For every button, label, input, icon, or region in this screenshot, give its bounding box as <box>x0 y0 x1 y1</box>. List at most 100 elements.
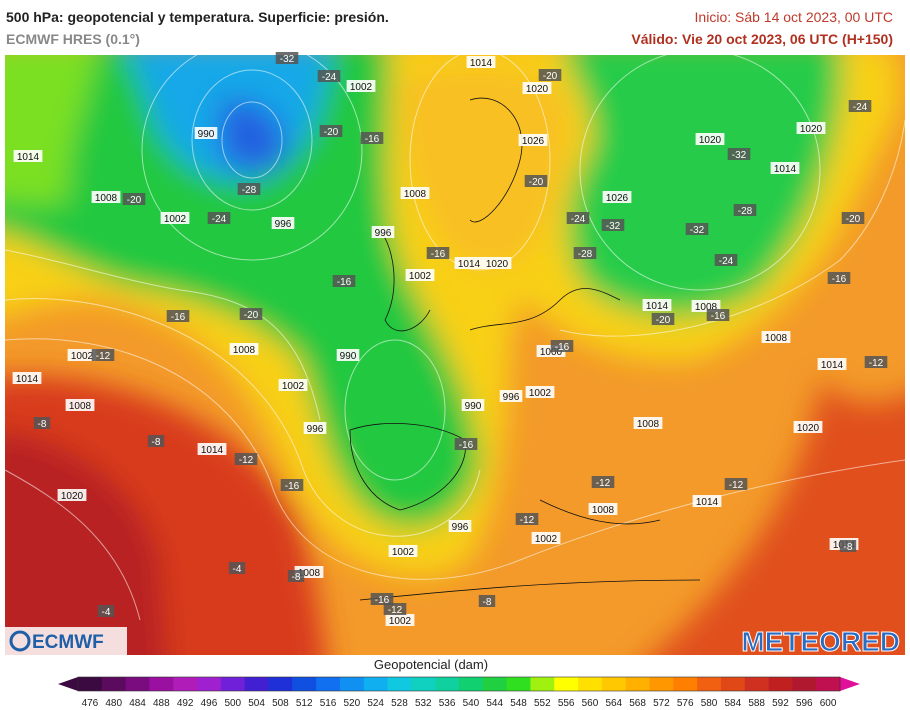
pressure-label-text: 1002 <box>409 271 432 282</box>
colorbar-label: 580 <box>701 698 718 709</box>
temperature-label: -8 <box>33 417 51 430</box>
temperature-label: -16 <box>454 438 478 451</box>
pressure-label: 1014 <box>692 495 722 508</box>
temperature-label-box <box>275 52 299 64</box>
temperature-label-box <box>827 272 851 284</box>
colorbar-label: 568 <box>629 698 646 709</box>
pressure-label-box <box>336 349 360 361</box>
colorbar-end-right <box>840 677 860 691</box>
colorbar-label: 544 <box>486 698 503 709</box>
temperature-label: -4 <box>228 562 246 575</box>
pressure-label-text: 1002 <box>71 351 94 362</box>
temperature-label: -28 <box>573 247 597 260</box>
pressure-label-text: 996 <box>375 228 392 239</box>
pressure-label: 1020 <box>482 257 512 270</box>
temperature-label-box <box>147 435 165 447</box>
pressure-label-box <box>454 257 484 269</box>
colorbar-label: 480 <box>105 698 122 709</box>
pressure-label-text: 1008 <box>765 333 788 344</box>
temperature-label-box <box>360 132 384 144</box>
temperature-label: -20 <box>538 69 562 82</box>
colorbar-label: 484 <box>129 698 146 709</box>
pressure-label-text: 990 <box>340 351 357 362</box>
pressure-label-box <box>12 372 42 384</box>
temperature-label: -24 <box>714 254 738 267</box>
model: ECMWF HRES (0.1°) <box>6 31 140 47</box>
temperature-label-text: -32 <box>606 221 621 232</box>
colorbar-swatch <box>768 677 793 691</box>
temperature-label-box <box>733 204 757 216</box>
colorbar-label: 504 <box>248 698 265 709</box>
pressure-label-text: 1008 <box>592 505 615 516</box>
pressure-label: 990 <box>336 349 360 362</box>
temperature-label: -20 <box>122 193 146 206</box>
temperature-label-text: -28 <box>242 185 257 196</box>
pressure-label-text: 1002 <box>350 82 373 93</box>
temperature-label-text: -32 <box>690 225 705 236</box>
colorbar-swatch <box>101 677 127 691</box>
colorbar-swatch <box>268 677 293 691</box>
pressure-label: 1014 <box>770 162 800 175</box>
temperature-label-box <box>207 212 231 224</box>
temperature-label-box <box>685 223 709 235</box>
temperature-label-box <box>317 70 341 82</box>
temperature-label-box <box>515 513 539 525</box>
temperature-label: -12 <box>91 349 115 362</box>
colorbar-label: 576 <box>677 698 694 709</box>
temperature-label-text: -4 <box>233 564 242 575</box>
temperature-label-box <box>839 540 857 552</box>
pressure-label-box <box>303 422 327 434</box>
colorbar-swatch <box>697 677 722 691</box>
temperature-label-box <box>864 356 888 368</box>
pressure-label: 996 <box>371 226 395 239</box>
colorbar-label: 508 <box>272 698 289 709</box>
pressure-label-box <box>13 150 43 162</box>
temperature-label-text: -20 <box>127 195 142 206</box>
colorbar-swatch <box>530 677 555 691</box>
pressure-label-box <box>194 127 218 139</box>
pressure-label: 996 <box>448 520 472 533</box>
colorbar-label: 536 <box>439 698 456 709</box>
pressure-label: 1002 <box>405 269 435 282</box>
colorbar: 476 480 484 488 492 496 500 504 508 512 516 520 524 5… <box>58 676 860 709</box>
pressure-label-text: 1008 <box>233 345 256 356</box>
temperature-label-box <box>841 212 865 224</box>
pressure-label-text: 1008 <box>695 302 718 313</box>
temperature-label-box <box>234 453 258 465</box>
colorbar-label: 532 <box>415 698 432 709</box>
temperature-label-text: -8 <box>38 419 47 430</box>
pressure-label-box <box>57 489 87 501</box>
pressure-label-box <box>346 80 376 92</box>
temperature-label-box <box>319 125 343 137</box>
colorbar-label: 564 <box>605 698 622 709</box>
pressure-label-text: 1014 <box>16 374 39 385</box>
colorbar-label: 560 <box>582 698 599 709</box>
temperature-label-box <box>478 595 496 607</box>
temperature-label-text: -24 <box>571 214 586 225</box>
pressure-label-text: 1020 <box>486 259 509 270</box>
temperature-label: -12 <box>383 603 407 616</box>
colorbar-swatch <box>625 677 650 691</box>
title: 500 hPa: geopotencial y temperatura. Sup… <box>6 9 389 25</box>
temperature-label-box <box>97 605 115 617</box>
temperature-label: -32 <box>601 219 625 232</box>
colorbar-swatch <box>744 677 770 691</box>
temperature-label-text: -8 <box>152 437 161 448</box>
colorbar-label: 556 <box>558 698 575 709</box>
temperature-label-box <box>239 308 263 320</box>
temperature-label-text: -16 <box>832 274 847 285</box>
temperature-label-text: -16 <box>375 595 390 606</box>
pressure-label-text: 1014 <box>17 152 40 163</box>
temperature-label-text: -8 <box>844 542 853 553</box>
temperature-label-box <box>237 183 261 195</box>
colorbar-swatch <box>149 677 174 691</box>
pressure-label: 1008 <box>588 503 618 516</box>
pressure-label-box <box>278 379 308 391</box>
pressure-label: 1002 <box>525 386 555 399</box>
pressure-label-text: 1020 <box>800 124 823 135</box>
pressure-label-box <box>371 226 395 238</box>
temperature-label-text: -12 <box>520 515 535 526</box>
colorbar-label: 512 <box>296 698 313 709</box>
colorbar-swatch <box>482 677 508 691</box>
pressure-label-text: 1008 <box>637 419 660 430</box>
